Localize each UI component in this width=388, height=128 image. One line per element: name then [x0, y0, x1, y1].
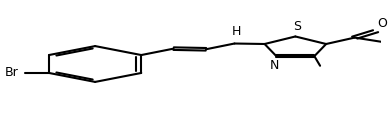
Text: N: N [270, 59, 279, 72]
Text: O: O [378, 17, 387, 30]
Text: S: S [293, 20, 301, 33]
Text: H: H [232, 25, 241, 38]
Text: Br: Br [5, 66, 19, 79]
